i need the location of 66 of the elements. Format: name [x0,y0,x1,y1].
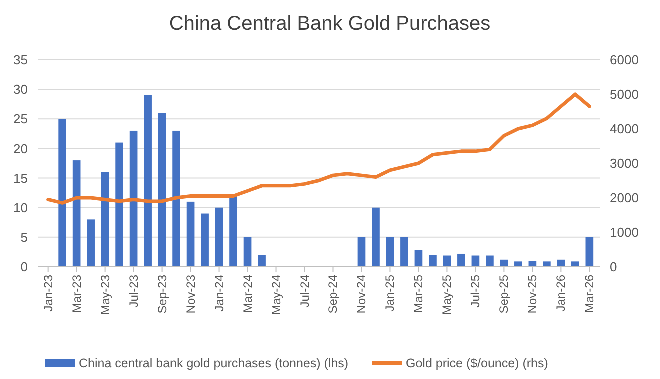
x-tick-label: Jan-23 [41,274,56,312]
y2-tick-label: 4000 [610,122,639,137]
bar [429,255,437,267]
bar [372,208,380,267]
bar [201,214,209,267]
x-tick-label: Mar-23 [70,274,84,314]
x-tick-label: Nov-25 [526,274,540,314]
y-tick-label: 5 [20,230,28,245]
x-tick-label: May-23 [98,274,112,316]
bar [101,172,110,267]
bar [572,262,580,267]
legend-label: Gold price ($/ounce) (rhs) [406,356,548,370]
y-tick-label: 0 [20,260,28,275]
bar [116,142,124,267]
x-tick-label: Jul-23 [126,274,141,308]
bar [400,237,408,267]
bar [144,95,152,267]
bar [172,130,180,267]
bar [87,220,95,267]
bar [414,250,423,267]
bar [130,130,138,267]
bar [586,237,594,267]
x-tick-label: Jan-26 [554,274,568,312]
y-tick-label: 20 [14,141,28,156]
bar [215,208,224,267]
x-tick-label: Sep-23 [155,274,170,314]
x-tick-label: May-24 [269,274,284,316]
bar [486,256,494,267]
bar [230,196,238,267]
y-tick-label: 30 [14,82,28,98]
bar [58,119,66,267]
y2-tick-label: 6000 [610,52,639,68]
x-tick-label: Nov-24 [354,274,369,314]
x-tick-label: Mar-24 [240,274,255,314]
y2-tick-label: 3000 [610,156,639,172]
x-tick-label: Nov-23 [184,274,198,314]
bar [158,113,166,267]
x-tick-label: Sep-24 [326,274,340,314]
y-tick-label: 35 [14,52,28,68]
x-tick-label: Jul-25 [468,274,483,308]
x-tick-label: Mar-26 [582,274,597,314]
x-tick-label: Jul-24 [298,274,312,308]
x-tick-label: Mar-25 [412,274,426,314]
x-tick-label: May-25 [440,274,454,316]
legend-label: China central bank gold purchases (tonnes) (lhs) [79,356,349,370]
y-tick-label: 10 [14,200,28,216]
x-tick-label: Jan-24 [212,274,226,312]
y2-tick-label: 0 [610,260,618,275]
y-tick-label: 25 [14,112,28,127]
bar [543,262,551,267]
bar [258,255,266,267]
y2-tick-label: 1000 [610,225,639,240]
bar [514,262,522,267]
bar [244,237,252,267]
bar [458,254,466,267]
x-tick-label: Jan-25 [383,274,398,312]
bar [186,202,195,267]
line-series [46,92,592,205]
bar [386,237,394,267]
bar [72,160,81,267]
y-tick-label: 15 [14,170,28,186]
bar [358,237,366,267]
x-tick-label: Sep-25 [497,274,512,314]
chart-title: China Central Bank Gold Purchases [169,13,491,35]
y2-tick-label: 2000 [610,190,639,206]
y2-tick-label: 5000 [610,87,639,102]
